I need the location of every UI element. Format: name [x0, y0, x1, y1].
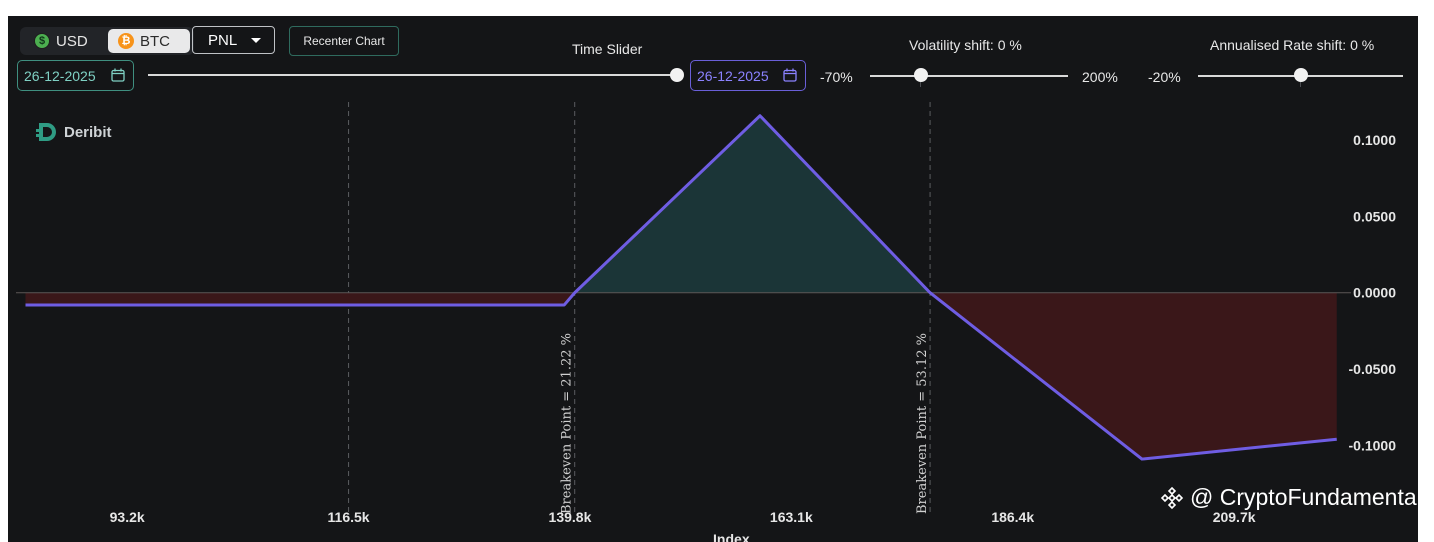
- deribit-logo-text: Deribit: [64, 123, 112, 141]
- time-slider-thumb[interactable]: [670, 68, 684, 82]
- end-date-field[interactable]: 26-12-2025: [690, 60, 806, 91]
- x-tick-label: 209.7k: [1213, 509, 1256, 525]
- deribit-logo: Deribit: [34, 120, 112, 144]
- start-date-value: 26-12-2025: [24, 67, 96, 84]
- mode-value: PNL: [208, 31, 238, 49]
- breakeven-label: Breakeven Point = 53.12 %: [915, 333, 930, 514]
- usd-label: USD: [56, 32, 88, 50]
- option-pnl-panel: Breakeven Point = 21.22 % Breakeven Point…: [8, 16, 1418, 542]
- profit-area: [574, 115, 931, 293]
- rate-shift-label: Annualised Rate shift: 0 %: [1210, 37, 1375, 53]
- y-tick-label: 0.1000: [1353, 132, 1396, 148]
- currency-toggle: $ USD ₿ BTC: [20, 27, 194, 55]
- end-date-value: 26-12-2025: [697, 67, 769, 84]
- calendar-icon: [111, 68, 125, 82]
- watermark: @ CryptoFundamenta: [1160, 484, 1417, 511]
- watermark-text: @ CryptoFundamenta: [1190, 484, 1417, 510]
- x-tick-label: 163.1k: [770, 509, 813, 525]
- deribit-logo-icon: [36, 123, 56, 141]
- x-tick-label: 186.4k: [991, 509, 1034, 525]
- rate-slider-thumb[interactable]: [1293, 68, 1308, 82]
- y-tick-label: 0.0000: [1353, 285, 1396, 301]
- usd-toggle-button[interactable]: $ USD: [24, 29, 106, 53]
- recenter-chart-button[interactable]: Recenter Chart: [289, 26, 399, 56]
- rate-min-label: -20%: [1148, 69, 1181, 85]
- time-slider-label: Time Slider: [572, 41, 643, 57]
- x-tick-label: 116.5k: [328, 509, 370, 525]
- volatility-slider-thumb[interactable]: [914, 68, 929, 82]
- rate-zero-tick: [1300, 79, 1301, 87]
- btc-toggle-button[interactable]: ₿ BTC: [108, 29, 190, 53]
- volatility-min-label: -70%: [820, 69, 853, 85]
- mode-select[interactable]: PNL: [192, 26, 275, 54]
- volatility-max-label: 200%: [1082, 69, 1118, 85]
- pnl-series-line: [25, 114, 1337, 461]
- x-tick-label: 139.8k: [549, 509, 592, 525]
- volatility-slider-track[interactable]: [870, 75, 1068, 77]
- caret-down-icon: [251, 38, 261, 43]
- pnl-chart: Breakeven Point = 21.22 % Breakeven Point…: [16, 102, 1397, 542]
- bitcoin-coin-icon: ₿: [118, 33, 134, 49]
- dollar-coin-icon: $: [34, 33, 50, 49]
- volatility-shift-label: Volatility shift: 0 %: [909, 37, 1022, 53]
- breakeven-label: Breakeven Point = 21.22 %: [560, 333, 575, 514]
- y-tick-label: -0.1000: [1349, 437, 1397, 453]
- x-tick-label: 93.2k: [110, 509, 145, 525]
- loss-area: [25, 292, 1337, 460]
- time-slider-track[interactable]: [148, 74, 677, 76]
- y-tick-label: 0.0500: [1353, 208, 1396, 224]
- x-axis-label: Index: [713, 531, 750, 542]
- btc-label: BTC: [140, 32, 170, 50]
- y-tick-label: -0.0500: [1349, 361, 1397, 377]
- binance-diamond-icon: [1160, 486, 1184, 509]
- start-date-field[interactable]: 26-12-2025: [17, 60, 134, 91]
- volatility-zero-tick: [920, 79, 921, 87]
- calendar-icon: [783, 68, 797, 82]
